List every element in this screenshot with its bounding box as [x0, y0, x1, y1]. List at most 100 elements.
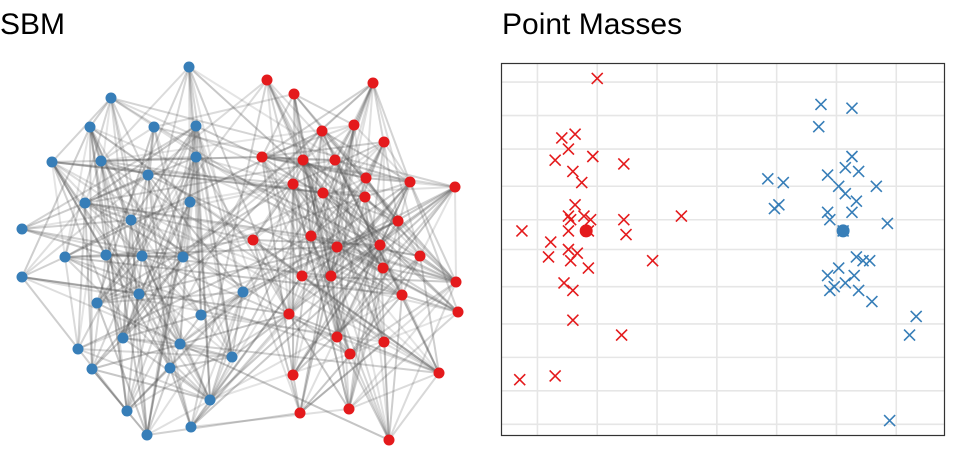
- network-edge: [84, 174, 149, 204]
- red-community-node: [433, 367, 445, 379]
- network-edge: [21, 228, 107, 256]
- network-edge: [122, 337, 181, 345]
- network-edge: [190, 313, 290, 428]
- network-edge: [84, 202, 184, 258]
- blue-community-node: [185, 421, 197, 433]
- network-edge: [336, 196, 366, 338]
- network-edge: [169, 356, 233, 369]
- network-edge: [146, 412, 301, 436]
- network-edge: [64, 256, 351, 355]
- network-edge: [401, 255, 421, 296]
- blue-x-marker: [881, 217, 894, 230]
- red-x-marker: [619, 228, 633, 241]
- network-edge: [51, 161, 366, 198]
- network-edge: [89, 126, 254, 241]
- network-edge: [64, 130, 323, 258]
- network-edge: [51, 156, 263, 163]
- network-edge: [51, 161, 107, 256]
- network-edge: [302, 159, 399, 222]
- network-edge: [209, 353, 351, 401]
- network-edge: [266, 79, 350, 410]
- blue-x-marker: [839, 187, 852, 200]
- red-community-node: [414, 250, 426, 262]
- network-edge: [21, 228, 184, 258]
- network-edge: [419, 186, 456, 257]
- blue-x-marker: [848, 269, 861, 282]
- network-edge: [310, 177, 367, 237]
- network-edge: [397, 220, 457, 283]
- red-community-node: [367, 77, 379, 89]
- red-x-marker: [562, 142, 575, 156]
- network-edge: [252, 239, 301, 414]
- network-edge: [105, 66, 190, 256]
- blue-community-node: [184, 196, 196, 208]
- network-edge: [153, 126, 233, 358]
- network-edge: [266, 79, 304, 161]
- network-edge: [365, 82, 374, 179]
- network-edge: [100, 160, 149, 176]
- network-edge: [364, 196, 421, 257]
- network-edge: [91, 254, 107, 370]
- blue-x-marker: [823, 284, 836, 297]
- red-community-node: [343, 403, 355, 415]
- red-x-marker: [564, 254, 577, 267]
- network-edge: [77, 202, 86, 350]
- network-edge: [64, 126, 91, 258]
- blue-community-node: [190, 120, 202, 132]
- network-edge: [200, 291, 244, 316]
- network-edge: [252, 239, 303, 277]
- network-edge: [64, 256, 403, 296]
- network-edge: [252, 183, 294, 241]
- network-edge: [261, 156, 294, 376]
- blue-x-marker: [910, 310, 923, 323]
- network-edge: [64, 254, 107, 258]
- network-edge: [77, 348, 233, 358]
- network-edge: [89, 126, 124, 339]
- red-community-node: [374, 239, 386, 251]
- network-edge: [84, 160, 102, 204]
- network-edge: [322, 192, 384, 269]
- network-edge: [188, 66, 244, 293]
- network-edge: [188, 66, 233, 358]
- network-edge: [195, 156, 290, 315]
- network-edge: [292, 235, 312, 376]
- network-edge: [261, 156, 390, 441]
- network-edge: [364, 196, 457, 283]
- blue-x-marker: [823, 213, 836, 226]
- network-edge: [330, 244, 381, 277]
- network-edge: [261, 156, 456, 188]
- red-community-node: [296, 270, 308, 282]
- red-community-node: [256, 151, 268, 163]
- network-edge: [138, 293, 171, 369]
- network-edge: [51, 161, 324, 194]
- blue-x-marker: [850, 250, 863, 264]
- network-edge: [288, 246, 338, 315]
- network-edge: [84, 202, 312, 237]
- network-edge: [141, 255, 338, 338]
- network-edge: [348, 311, 459, 410]
- network-edge: [302, 159, 351, 355]
- network-edge: [261, 141, 385, 158]
- network-edge: [147, 174, 171, 369]
- network-edge: [91, 368, 211, 401]
- network-edge: [195, 125, 244, 293]
- network-edge: [126, 256, 184, 412]
- network-edge: [301, 275, 440, 374]
- red-community-node: [329, 154, 341, 166]
- network-edge: [288, 183, 294, 315]
- red-community-node: [331, 241, 343, 253]
- network-edge: [372, 82, 399, 222]
- network-edge: [100, 160, 128, 412]
- blue-community-node: [148, 121, 160, 133]
- network-edge: [96, 239, 254, 304]
- network-edge: [321, 130, 338, 338]
- blue-community-node: [133, 288, 145, 300]
- network-edge: [382, 267, 457, 283]
- network-edge: [288, 275, 303, 315]
- network-edge: [195, 156, 211, 401]
- red-x-marker: [562, 224, 575, 237]
- red-community-node: [261, 74, 273, 86]
- blue-x-marker: [821, 269, 834, 282]
- network-edge: [330, 275, 403, 296]
- network-edge: [110, 97, 324, 194]
